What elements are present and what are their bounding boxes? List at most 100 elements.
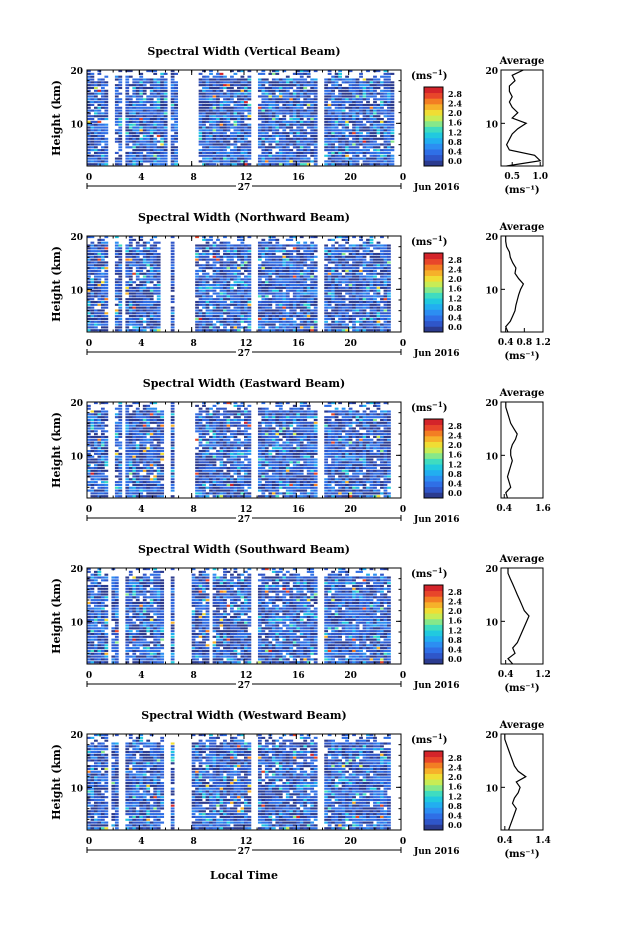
heatmap-cell <box>247 326 252 329</box>
heatmap-cell <box>174 126 179 129</box>
heatmap-cell <box>135 452 140 455</box>
heatmap-cell <box>380 123 384 126</box>
heatmap-cell <box>128 306 133 309</box>
heatmap-cell <box>139 98 144 101</box>
heatmap-cell <box>387 306 391 309</box>
heatmap-cell <box>139 238 144 241</box>
heatmap-cell <box>327 281 332 284</box>
heatmap-cell <box>100 438 105 441</box>
heatmap-cell <box>216 284 220 287</box>
heatmap-cell <box>383 98 388 101</box>
heatmap-cell <box>289 157 294 160</box>
heatmap-cell <box>257 78 262 81</box>
heatmap-cell <box>285 84 290 87</box>
heatmap-cell <box>153 312 158 315</box>
heatmap-cell <box>348 151 353 154</box>
heatmap-cell <box>296 312 301 315</box>
heatmap-cell <box>118 298 123 301</box>
heatmap-cell <box>331 272 336 275</box>
heatmap-cell <box>114 427 119 430</box>
heatmap-cell <box>376 137 381 140</box>
heatmap-cell <box>362 157 367 160</box>
heatmap-cell <box>125 255 130 258</box>
heatmap-cell <box>195 295 199 298</box>
heatmap-cell <box>153 86 158 90</box>
heatmap-cell <box>355 284 360 287</box>
heatmap-cell <box>257 109 262 112</box>
heatmap-cell <box>132 103 137 106</box>
heatmap-cell <box>104 126 109 129</box>
heatmap-cell <box>202 157 206 160</box>
heatmap-cell <box>338 157 342 160</box>
heatmap-cell <box>135 323 140 326</box>
heatmap-cell <box>324 120 329 123</box>
heatmap-cell <box>338 112 342 115</box>
heatmap-cell <box>125 326 130 329</box>
heatmap-cell <box>278 123 283 126</box>
heatmap-cell <box>87 300 91 304</box>
heatmap-cell <box>125 450 130 453</box>
heatmap-cell <box>355 326 360 329</box>
heatmap-cell <box>240 154 245 157</box>
heatmap-cell <box>128 278 133 281</box>
heatmap-cell <box>135 258 140 261</box>
heatmap-cell <box>198 81 203 84</box>
heatmap-cell <box>118 315 123 318</box>
heatmap-cell <box>289 306 294 309</box>
heatmap-cell <box>296 264 301 267</box>
heatmap-cell <box>104 109 109 112</box>
heatmap-cell <box>156 300 161 304</box>
heatmap-cell <box>128 455 133 458</box>
heatmap-cell <box>87 329 91 332</box>
heatmap-cell <box>331 126 336 129</box>
heatmap-cell <box>376 264 381 267</box>
heatmap-cell <box>135 101 140 104</box>
heatmap-cell <box>334 255 339 258</box>
heatmap-cell <box>125 495 130 498</box>
heatmap-cell <box>90 247 95 250</box>
heatmap-cell <box>362 112 367 115</box>
heatmap-cell <box>289 244 294 247</box>
heatmap-cell <box>237 329 241 332</box>
heatmap-cell <box>125 444 130 447</box>
heatmap-cell <box>324 315 329 318</box>
heatmap-cell <box>380 315 384 318</box>
heatmap-cell <box>306 329 311 332</box>
heatmap-cell <box>216 157 220 160</box>
heatmap-cell <box>233 89 238 92</box>
heatmap-cell <box>366 295 370 298</box>
heatmap-cell <box>383 140 388 143</box>
heatmap-cell <box>100 241 105 244</box>
heatmap-cell <box>331 306 336 309</box>
heatmap-cell <box>282 247 287 250</box>
heatmap-cell <box>146 269 151 272</box>
heatmap-cell <box>278 250 283 253</box>
heatmap-cell <box>174 89 179 92</box>
heatmap-cell <box>359 317 363 320</box>
heatmap-cell <box>156 267 161 270</box>
heatmap-cell <box>257 323 262 326</box>
heatmap-cell <box>135 295 140 298</box>
heatmap-cell <box>114 469 119 472</box>
heatmap-cell <box>285 323 290 326</box>
heatmap-cell <box>93 450 98 453</box>
heatmap-cell <box>118 70 123 73</box>
heatmap-cell <box>362 154 367 157</box>
heatmap-cell <box>142 89 147 92</box>
heatmap-cell <box>216 306 220 309</box>
heatmap-cell <box>118 247 123 250</box>
heatmap-cell <box>306 143 311 146</box>
heatmap-cell <box>90 75 95 78</box>
heatmap-cell <box>100 252 105 256</box>
heatmap-cell <box>240 312 245 315</box>
heatmap-cell <box>341 101 346 104</box>
heatmap-cell <box>352 134 356 138</box>
heatmap-cell <box>170 250 175 253</box>
heatmap-cell <box>303 95 308 98</box>
heatmap-cell <box>100 101 105 104</box>
heatmap-cell <box>334 123 339 126</box>
heatmap-cell <box>380 81 384 84</box>
heatmap-cell <box>240 81 245 84</box>
heatmap-cell <box>128 309 133 312</box>
heatmap-cell <box>327 140 332 143</box>
